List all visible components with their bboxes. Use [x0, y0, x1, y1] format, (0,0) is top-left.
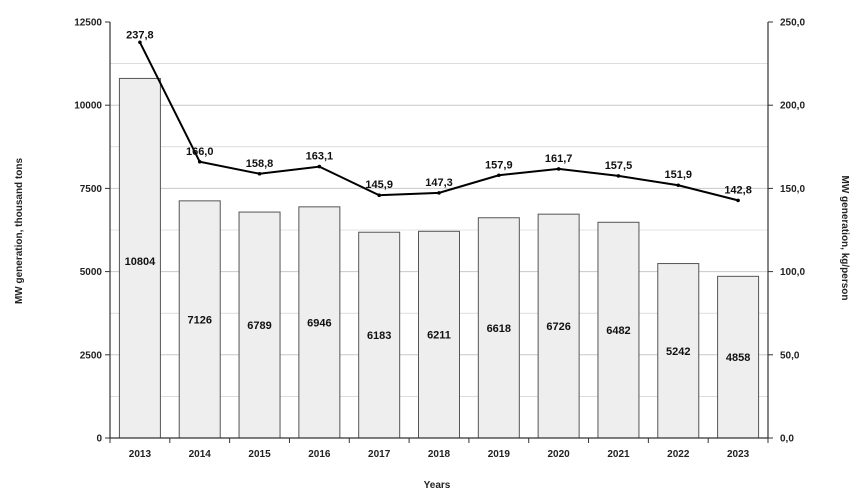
bar-value-label: 6183	[367, 330, 391, 342]
y-axis-title-left: MW generation, thousand tons	[14, 158, 25, 305]
line-point-2019	[497, 173, 501, 178]
bar-value-label: 6482	[606, 325, 630, 337]
line-point-2014	[197, 159, 202, 164]
line-point-2013	[138, 40, 142, 45]
bar-value-label: 6789	[247, 320, 271, 332]
x-tick-label: 2013	[129, 449, 152, 460]
y-tick-label-right: 100,0	[780, 267, 805, 278]
bar-value-label: 4858	[726, 352, 750, 364]
line-point-2020	[556, 167, 561, 171]
x-tick-label: 2020	[548, 449, 571, 460]
bar-value-label: 10804	[125, 256, 156, 268]
y-tick-label-left: 5000	[80, 267, 103, 278]
bar-2019	[477, 217, 520, 439]
bar-2013	[118, 77, 161, 439]
line-value-label: 158,8	[246, 158, 274, 170]
x-tick-label: 2018	[428, 449, 451, 460]
line-value-label: 161,7	[545, 153, 573, 165]
y-tick-label-right: 150,0	[780, 184, 805, 195]
y-tick-label-right: 50,0	[780, 350, 800, 361]
line-point-2016	[317, 164, 322, 169]
axes-layer: 0 2500 5000 7500 10000 12500 0,0 50,0 100,0 150,0…	[74, 18, 805, 461]
x-tick-label: 2015	[248, 449, 271, 460]
bar-2021	[597, 221, 640, 439]
line-value-label: 237,8	[126, 29, 154, 41]
y-tick-label-right: 0,0	[780, 434, 794, 445]
x-tick-label: 2016	[308, 449, 331, 460]
bar-value-label: 6946	[307, 317, 331, 329]
x-axis-title: Years	[424, 480, 451, 491]
line-value-label: 147,3	[425, 177, 453, 189]
bar-value-label: 5242	[666, 346, 690, 358]
bar-2023	[717, 275, 760, 439]
line-value-label: 142,8	[724, 184, 752, 196]
line-point-2017	[377, 193, 381, 198]
line-point-2021	[616, 174, 621, 178]
x-tick-label: 2021	[607, 449, 630, 460]
y-tick-label-left: 10000	[74, 101, 102, 112]
line-value-label: 145,9	[365, 179, 393, 191]
x-tick-label: 2014	[189, 449, 212, 460]
line-point-2018	[437, 191, 441, 195]
bar-value-label: 7126	[187, 314, 211, 326]
y-tick-label-right: 200,0	[780, 101, 805, 112]
line-value-label: 166,0	[186, 146, 214, 158]
x-tick-label: 2023	[727, 449, 750, 460]
labels-layer: 10804 7126 6789 6946 6183 6211 6618 6726 6482 524…	[125, 29, 752, 364]
bar-2020	[537, 213, 580, 439]
line-point-2015	[257, 171, 262, 176]
y-tick-label-right: 250,0	[780, 18, 805, 29]
line-point-2022	[676, 183, 681, 188]
bar-value-label: 6726	[546, 321, 570, 333]
bar-2022	[657, 263, 700, 439]
line-value-label: 157,9	[485, 159, 513, 171]
x-tick-label: 2019	[488, 449, 511, 460]
bars-layer	[118, 77, 760, 439]
y-tick-label-left: 0	[96, 434, 102, 445]
y-tick-label-left: 2500	[80, 350, 103, 361]
bar-value-label: 6618	[487, 323, 511, 335]
y-tick-label-left: 12500	[74, 18, 102, 29]
line-layer	[138, 40, 740, 203]
x-tick-label: 2022	[667, 449, 690, 460]
line-value-label: 163,1	[306, 151, 334, 163]
line-value-label: 151,9	[665, 169, 693, 181]
line-value-label: 157,5	[605, 160, 633, 172]
y-tick-label-left: 7500	[80, 184, 103, 195]
line-point-2023	[736, 198, 740, 203]
bar-value-label: 6211	[427, 330, 451, 342]
y-axis-title-right: MW generation, kg/person	[839, 175, 850, 300]
bar-2018	[418, 230, 460, 439]
x-tick-label: 2017	[368, 449, 391, 460]
